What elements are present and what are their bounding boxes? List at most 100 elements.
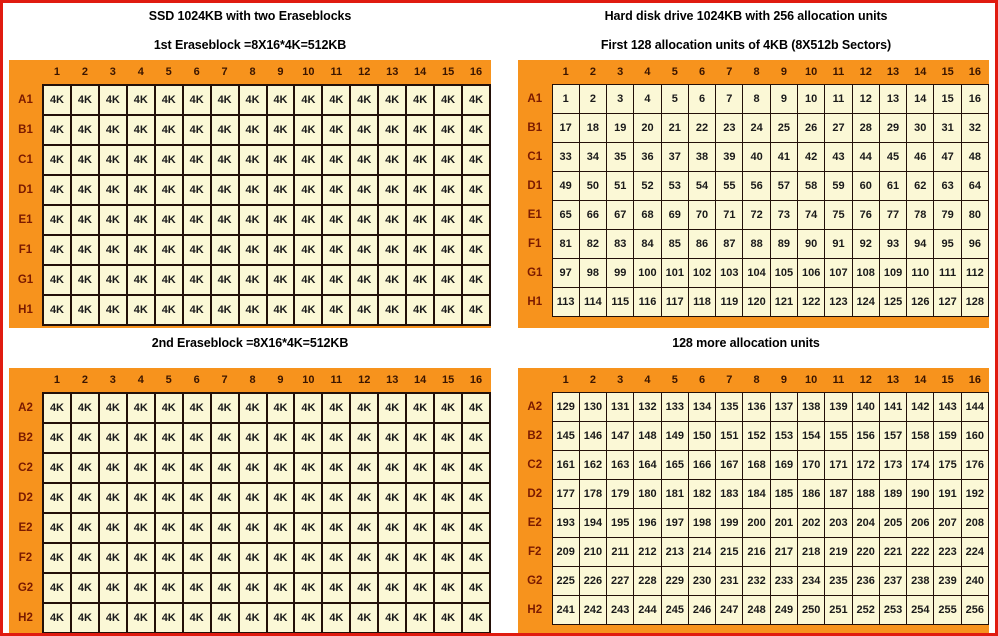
grid-cell: 4K [405, 264, 436, 296]
grid-cell: 4K [321, 234, 352, 266]
grid-cell: 231 [715, 566, 744, 596]
row-label-F2: F2 [518, 537, 552, 567]
row-label-E1: E1 [518, 200, 552, 230]
column-header-11: 11 [824, 60, 853, 85]
grid-cell: 4K [405, 174, 436, 206]
grid-cell: 4K [69, 392, 100, 424]
grid-cell: 78 [906, 200, 935, 230]
grid-cell: 4K [461, 234, 491, 266]
column-header-7: 7 [210, 60, 239, 85]
grid-cell: 4K [293, 602, 324, 633]
grid-cell: 194 [578, 508, 608, 538]
grid-row: H1 4K 4K 4K 4K 4K 4K 4K 4K 4K 4K 4K 4K 4K 4K 4K 4K [9, 294, 491, 326]
grid-cell: 172 [851, 450, 880, 480]
grid-cell: 15 [933, 84, 962, 114]
grid-cell: 4K [97, 602, 128, 633]
grid-cell: 4K [69, 144, 100, 176]
grid-cell: 100 [633, 258, 662, 288]
grid-cell: 229 [660, 566, 689, 596]
row-label-A1: A1 [9, 85, 43, 115]
column-header-3: 3 [606, 60, 634, 85]
grid-cell: 4K [209, 234, 240, 266]
grid-cell: 92 [851, 229, 880, 259]
column-header-1: 1 [552, 60, 580, 85]
grid-cell: 60 [851, 171, 880, 201]
grid-cell: 198 [687, 508, 717, 538]
grid-cell: 59 [824, 171, 853, 201]
column-header-9: 9 [770, 60, 798, 85]
grid-cell: 4K [125, 204, 156, 236]
grid-cell: 208 [960, 508, 990, 538]
grid-cell: 4K [125, 422, 156, 454]
column-header-6: 6 [688, 368, 716, 393]
grid-cell: 209 [551, 537, 580, 567]
grid-cell: 4K [349, 512, 380, 544]
grid-cell: 154 [797, 421, 826, 451]
grid-cell: 4K [405, 204, 436, 236]
grid-cell: 138 [797, 392, 826, 422]
grid-cell: 101 [660, 258, 689, 288]
grid-cell: 158 [906, 421, 935, 451]
grid-cell: 4K [237, 114, 268, 146]
column-header-2: 2 [579, 368, 607, 393]
grid-cell: 4K [405, 84, 436, 116]
grid-cell: 4K [265, 174, 296, 206]
column-header-8: 8 [238, 60, 267, 85]
grid-cell: 4K [42, 294, 72, 326]
grid-cell: 4K [349, 482, 380, 514]
column-header-row: 1 2 3 4 5 6 7 8 9 10 11 12 13 14 15 16 [518, 368, 989, 393]
grid-cell: 4K [237, 392, 268, 424]
column-header-2: 2 [70, 60, 99, 85]
grid-cell: 251 [824, 595, 853, 625]
grid-cell: 152 [742, 421, 771, 451]
grid-cell: 4K [265, 482, 296, 514]
grid-cell: 241 [551, 595, 580, 625]
grid-cell: 94 [906, 229, 935, 259]
grid-cell: 27 [824, 113, 853, 143]
grid-cell: 4K [265, 542, 296, 574]
grid-cell: 62 [906, 171, 935, 201]
grid-cell: 48 [960, 142, 990, 172]
grid-cell: 132 [633, 392, 662, 422]
column-header-8: 8 [238, 368, 267, 393]
grid-cell: 4K [293, 144, 324, 176]
grid-cell: 206 [906, 508, 935, 538]
row-label-D2: D2 [9, 483, 43, 513]
column-header-7: 7 [210, 368, 239, 393]
grid-cell: 17 [551, 113, 580, 143]
grid-cell: 4K [153, 144, 184, 176]
column-header-6: 6 [182, 368, 211, 393]
column-header-1: 1 [43, 60, 71, 85]
grid-cell: 144 [960, 392, 990, 422]
grid-cell: 4K [153, 542, 184, 574]
grid-row: A2 129 130 131 132 133 134 135 136 137 138 139 140 14… [518, 392, 990, 422]
grid-cell: 4K [209, 512, 240, 544]
grid-cell: 4K [265, 294, 296, 326]
grid-cell: 4K [377, 392, 408, 424]
grid-cell: 4K [42, 84, 72, 116]
grid-cell: 28 [851, 113, 880, 143]
column-header-15: 15 [933, 60, 962, 85]
grid-row: E2 4K 4K 4K 4K 4K 4K 4K 4K 4K 4K 4K 4K 4K 4K 4K 4K [9, 512, 491, 544]
column-header-10: 10 [797, 368, 825, 393]
column-header-3: 3 [98, 368, 127, 393]
grid-cell: 87 [715, 229, 744, 259]
grid-cell: 4K [293, 392, 324, 424]
grid-cell: 4K [377, 422, 408, 454]
grid-cell: 4K [349, 294, 380, 326]
row-label-B2: B2 [518, 421, 552, 451]
grid-cell: 4K [181, 84, 212, 116]
grid-cell: 105 [769, 258, 799, 288]
column-header-1: 1 [552, 368, 580, 393]
grid-cell: 4K [153, 264, 184, 296]
column-header-8: 8 [742, 368, 771, 393]
grid-cell: 4K [209, 392, 240, 424]
grid-cell: 4K [97, 572, 128, 604]
grid-cell: 4K [237, 84, 268, 116]
column-header-16: 16 [961, 368, 989, 393]
grid-cell: 113 [551, 287, 580, 317]
column-header-16: 16 [462, 60, 490, 85]
grid-cell: 186 [797, 479, 826, 509]
grid-cell: 4K [405, 144, 436, 176]
